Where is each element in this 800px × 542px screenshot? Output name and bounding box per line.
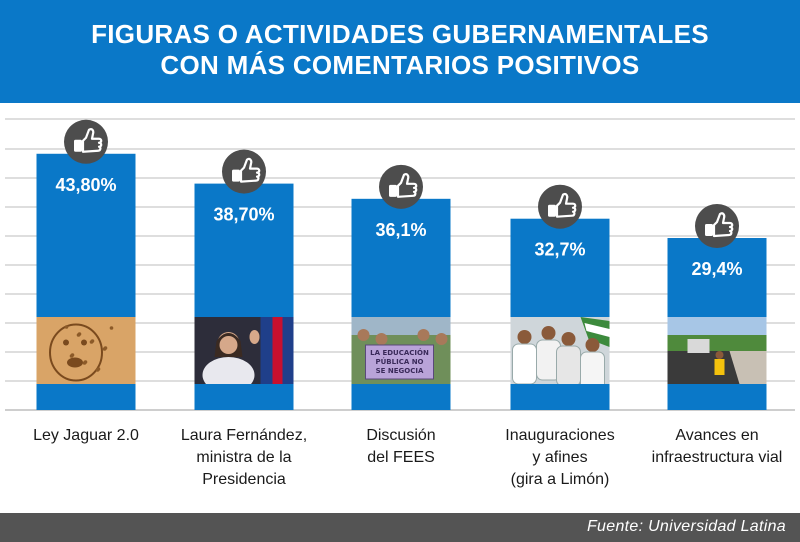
speaker-body (202, 357, 255, 384)
thumbs-up-icon (538, 184, 582, 229)
jaguar-spot (69, 354, 74, 358)
chart-header: FIGURAS O ACTIVIDADES GUBERNAMENTALES CO… (0, 0, 800, 103)
worker-vest (714, 359, 725, 375)
bar-chart: 43,80% Ley Jaguar 2.0 38,70% Laura Fernánde… (5, 118, 795, 488)
photo-speaker (194, 317, 294, 384)
category-label-line: y afines (532, 449, 587, 466)
jaguar-spot (89, 340, 94, 344)
bar-group: 32,7% Inauguraciones y afines (gira a Limón… (505, 184, 615, 488)
category-label: Avances en infraestructura vial (652, 427, 783, 466)
category-label-line: del FEES (367, 449, 435, 466)
bar-value-label: 29,4% (691, 259, 742, 279)
bar-value-label: 43,80% (55, 175, 116, 195)
thumb-outline (555, 192, 577, 218)
badge-circle (64, 119, 108, 164)
bar-group: 29,4% Avances en infraestructura vial (652, 204, 783, 466)
badge-circle (379, 164, 423, 209)
thumb-outline (239, 157, 261, 183)
category-label: Discusión del FEES (366, 427, 435, 466)
thumb-outline (81, 128, 103, 153)
speaker-hand (249, 330, 260, 344)
thumb-cuff (74, 139, 82, 152)
photo-bg (36, 317, 136, 384)
person-body (556, 345, 581, 384)
badge-circle (222, 149, 266, 194)
jaguar-spot (64, 325, 69, 329)
jaguar-eye (63, 339, 69, 346)
photo-jaguar (36, 317, 136, 384)
speaker-face (219, 336, 238, 354)
category-label: Laura Fernández, ministra de la Presidenci… (181, 427, 307, 488)
flag-red (272, 317, 283, 384)
bar-group: 38,70% Laura Fernández, ministra de la Pres… (181, 149, 307, 488)
chart-title-line-2: CON MÁS COMENTARIOS POSITIVOS (160, 50, 640, 80)
bar-group: 43,80% Ley Jaguar 2.0 (33, 119, 139, 444)
flag-white (584, 323, 610, 337)
protest-sign-text: LA EDUCACIÓN (370, 348, 429, 357)
bar-value-label: 38,70% (213, 205, 274, 225)
person-head (517, 330, 532, 344)
thumb-cuff (232, 169, 240, 182)
category-label-line: Ley Jaguar 2.0 (33, 427, 139, 444)
person-head (561, 332, 576, 346)
jaguar-spot (109, 326, 114, 330)
thumbs-up-icon (64, 119, 108, 164)
source-text: Fuente: Universidad Latina (586, 518, 786, 535)
thumb-cuff (705, 224, 713, 237)
thumb-outline (712, 212, 734, 238)
jaguar-spot (82, 361, 87, 365)
thumbs-up-icon (695, 204, 739, 249)
vehicle (687, 339, 710, 353)
category-label-line: infraestructura vial (652, 449, 783, 466)
category-label-line: Inauguraciones (505, 427, 614, 444)
photo-sidewalk (729, 351, 767, 384)
category-label-line: ministra de la (196, 449, 291, 466)
bar-value-label: 36,1% (375, 220, 426, 240)
protester-head (375, 333, 388, 345)
jaguar-spot (95, 368, 100, 372)
thumb-cuff (548, 204, 556, 217)
category-label-line: (gira a Limón) (511, 471, 610, 488)
category-label-line: Avances en (675, 427, 758, 444)
protester-head (417, 329, 430, 341)
jaguar-nose (67, 357, 83, 368)
chart-title-line-1: FIGURAS O ACTIVIDADES GUBERNAMENTALES (91, 19, 709, 49)
category-label-line: Laura Fernández, (181, 427, 307, 444)
protest-sign (365, 344, 434, 380)
photo-crowd (510, 317, 610, 384)
category-label-line: Discusión (366, 427, 435, 444)
thumb-outline (396, 173, 418, 198)
thumb-cuff (389, 184, 397, 197)
category-label: Inauguraciones y afines (gira a Limón) (505, 427, 614, 488)
person-head (585, 338, 600, 352)
thumbs-up-icon (222, 149, 266, 194)
jaguar-eye (81, 339, 87, 346)
photo-road (667, 317, 767, 384)
thumbs-up-icon (379, 164, 423, 209)
person-head (541, 326, 556, 340)
source-footer: Fuente: Universidad Latina (0, 513, 800, 542)
protester-head (357, 329, 370, 341)
badge-circle (538, 184, 582, 229)
category-label: Ley Jaguar 2.0 (33, 427, 139, 444)
bar-value-label: 32,7% (534, 240, 585, 260)
photo-trees (667, 335, 767, 351)
person-body (512, 343, 537, 384)
badge-circle (695, 204, 739, 249)
person-body (580, 351, 605, 384)
protest-sign-text: PÚBLICA NO (375, 357, 423, 366)
jaguar-head (49, 323, 103, 382)
worker-head (715, 351, 724, 359)
protester-head (435, 333, 448, 345)
jaguar-spot (102, 347, 107, 351)
jaguar-spot (76, 333, 81, 337)
protest-sign-text: SE NEGOCIA (376, 367, 424, 375)
category-label-line: Presidencia (202, 471, 286, 488)
